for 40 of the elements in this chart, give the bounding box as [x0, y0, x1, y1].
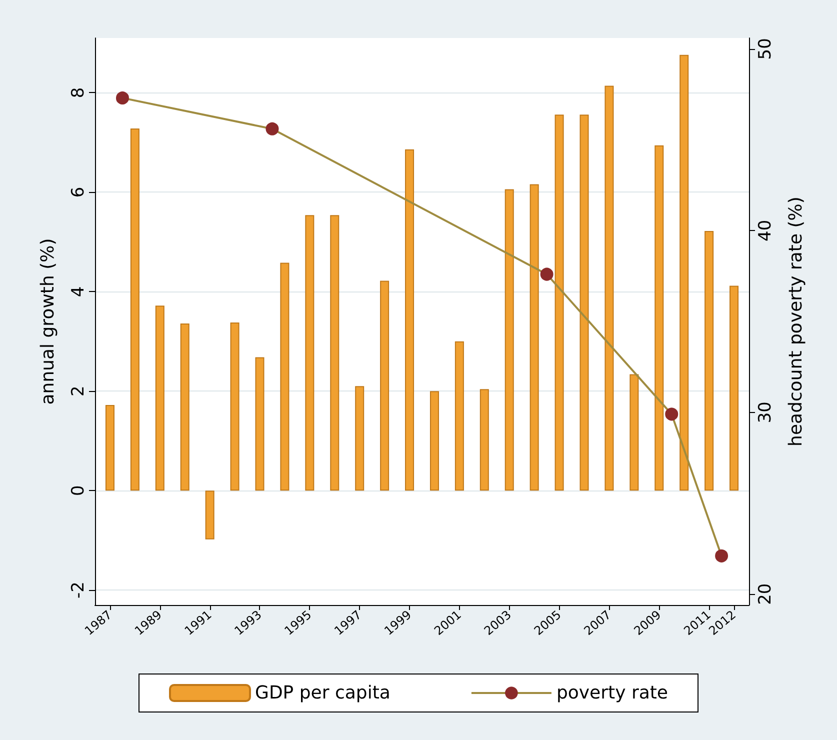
bar [430, 391, 439, 491]
bar [554, 114, 564, 491]
y2-axis-title: headcount poverty rate (%) [786, 196, 806, 446]
y2-tick-label: 30 [756, 402, 776, 424]
bar [280, 262, 290, 491]
y-tick-label: 6 [68, 186, 88, 198]
bar [330, 215, 340, 491]
bar [180, 323, 190, 491]
bar [704, 230, 714, 491]
y-axis-title: annual growth (%) [38, 238, 58, 405]
bar [454, 341, 464, 491]
bar [230, 322, 240, 491]
bar [530, 184, 539, 491]
bar [730, 286, 739, 491]
bar [680, 54, 689, 491]
y2-tick-label: 40 [756, 220, 776, 242]
bar [155, 306, 164, 491]
bar [630, 374, 639, 491]
bar [580, 114, 589, 491]
legend-label: poverty rate [556, 682, 668, 704]
y-tick-label: 4 [68, 286, 88, 298]
y-tick-label: -2 [68, 582, 88, 599]
bar [480, 389, 489, 491]
bar [405, 149, 414, 491]
bar [130, 128, 140, 491]
bar [305, 215, 314, 491]
y-tick-label: 0 [68, 485, 88, 496]
y2-tick-label: 20 [756, 583, 776, 605]
bar [355, 386, 364, 491]
bar [380, 280, 390, 491]
bar [654, 145, 664, 491]
y2-tick-label: 50 [756, 38, 776, 60]
bar [604, 86, 614, 491]
bar [255, 357, 264, 491]
y-tick-label: 8 [68, 87, 88, 98]
bar [504, 189, 514, 491]
legend-label: GDP per capita [254, 682, 390, 704]
bar [105, 405, 114, 491]
y-tick-label: 2 [68, 386, 88, 397]
bar [205, 490, 214, 540]
